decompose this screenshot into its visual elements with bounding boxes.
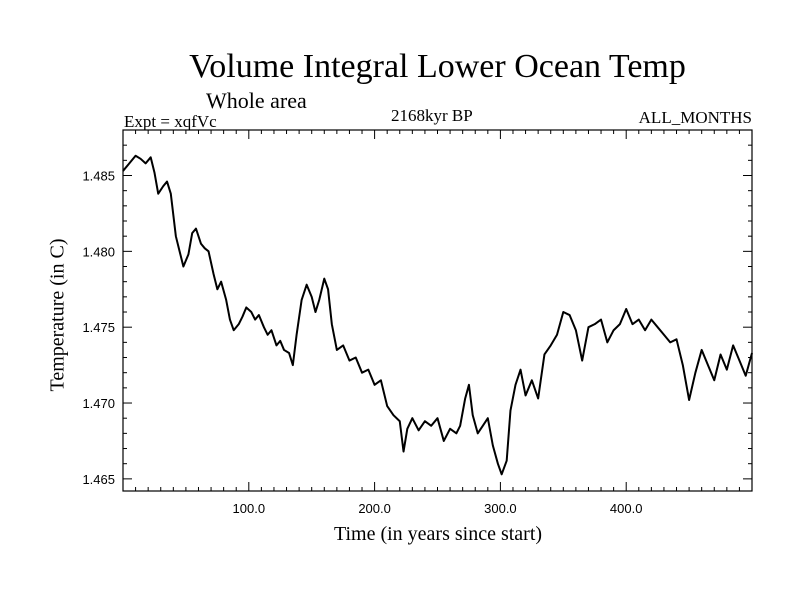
series-line <box>122 154 753 476</box>
y-tick-label: 1.465 <box>82 472 115 487</box>
months-label: ALL_MONTHS <box>638 108 752 127</box>
chart-subtitle: Whole area <box>206 88 307 113</box>
x-tick-label: 100.0 <box>233 501 266 516</box>
x-tick-label: 200.0 <box>358 501 391 516</box>
y-tick-label: 1.480 <box>82 244 115 259</box>
x-tick-label: 300.0 <box>484 501 517 516</box>
chart-title: Volume Integral Lower Ocean Temp <box>189 48 686 85</box>
x-tick-label: 400.0 <box>610 501 643 516</box>
y-tick-label: 1.475 <box>82 320 115 335</box>
axes-layer: 100.0 200.0 300.0 400.0 1.465 1.470 1.475 1.480… <box>82 129 752 516</box>
y-tick-label: 1.470 <box>82 396 115 411</box>
x-axis-label: Time (in years since start) <box>333 523 543 545</box>
experiment-label: Expt = xqfVc <box>124 112 217 131</box>
series-layer <box>122 154 753 476</box>
plot-frame <box>122 129 753 492</box>
y-tick-label: 1.485 <box>82 169 115 184</box>
period-label: 2168kyr BP <box>391 106 473 125</box>
